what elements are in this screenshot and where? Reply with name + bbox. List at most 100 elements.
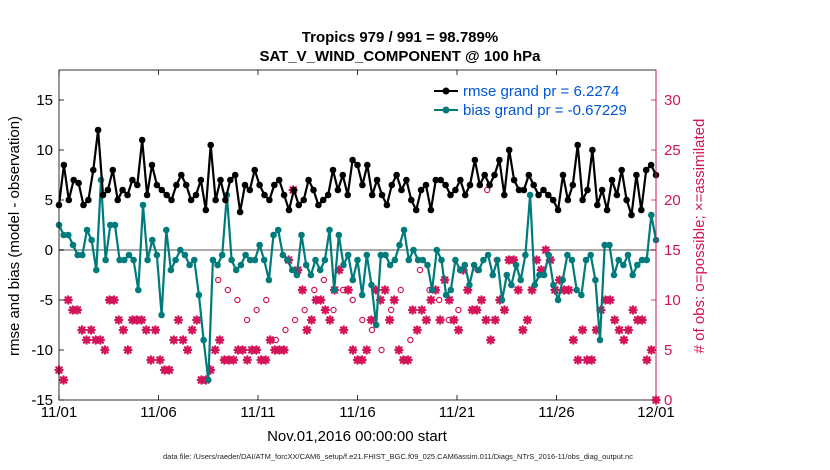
bias-point	[629, 271, 636, 279]
rmse-point	[241, 181, 249, 189]
bias-point	[312, 256, 319, 264]
bias-point	[391, 256, 399, 264]
bias-point	[564, 251, 571, 259]
bias-point	[163, 226, 170, 234]
rmse-point	[280, 191, 288, 199]
x-tick-label: 11/21	[439, 404, 475, 421]
rmse-point	[285, 206, 293, 214]
rmse-point	[192, 191, 200, 199]
bias-point	[424, 261, 431, 269]
rmse-point	[403, 176, 410, 184]
bias-point	[195, 291, 203, 299]
rmse-point	[589, 146, 596, 154]
obs-possible-marker	[378, 346, 385, 354]
obs-assimilated-marker	[623, 325, 634, 335]
obs-assimilated-marker	[306, 315, 317, 325]
plot-area	[59, 70, 656, 400]
obs-possible-marker	[234, 296, 241, 304]
bias-point	[69, 241, 77, 249]
bias-point	[503, 271, 511, 279]
rmse-point	[246, 186, 254, 194]
rmse-point	[359, 181, 366, 189]
obs-assimilated-marker	[481, 315, 491, 325]
rmse-point	[187, 196, 195, 204]
obs-assimilated-marker	[81, 335, 92, 345]
obs-assimilated-marker	[242, 355, 252, 365]
bias-point	[167, 266, 175, 274]
obs-assimilated-marker	[325, 315, 335, 325]
rmse-point	[75, 179, 82, 187]
bias-point	[405, 256, 413, 264]
bias-point	[293, 271, 301, 279]
rmse-point	[501, 191, 508, 199]
obs-assimilated-marker	[499, 305, 510, 315]
legend-box	[430, 80, 648, 120]
bias-point	[447, 286, 455, 294]
rmse-point	[275, 176, 283, 184]
bias-point	[246, 256, 254, 264]
rmse-point	[114, 196, 121, 204]
obs-assimilated-marker	[527, 285, 537, 295]
bias-point	[228, 256, 235, 264]
rmse-point	[236, 208, 244, 216]
bias-point	[372, 321, 380, 329]
y-right-tick-label: 0	[664, 392, 672, 409]
bias-point	[410, 246, 417, 254]
bias-point	[153, 251, 161, 259]
rmse-point	[148, 161, 156, 169]
bias-point	[624, 251, 632, 259]
x-tick-label: 11/06	[140, 404, 176, 421]
rmse-point	[222, 196, 229, 204]
rmse-point	[628, 211, 635, 219]
obs-assimilated-marker	[609, 315, 620, 325]
rmse-point	[584, 186, 591, 194]
rmse-point	[271, 181, 278, 189]
bias-point	[186, 261, 193, 269]
bias-point	[218, 251, 226, 259]
rmse-point	[574, 141, 581, 149]
rmse-point	[520, 186, 528, 194]
obs-assimilated-marker	[513, 285, 523, 295]
rmse-point	[457, 176, 464, 184]
x-tick-label: 11/16	[339, 404, 375, 421]
bias-point	[214, 261, 221, 269]
bias-point	[466, 281, 473, 289]
obs-assimilated-marker	[187, 325, 197, 335]
bias-point	[540, 271, 548, 279]
bias-point	[125, 251, 133, 259]
legend: rmse grand pr = 6.2274 bias grand pr = -…	[430, 80, 648, 120]
bias-point	[559, 276, 566, 284]
bias-point	[79, 251, 86, 259]
bias-point	[522, 251, 529, 259]
bias-point	[648, 211, 655, 219]
bias-point	[340, 261, 347, 269]
obs-assimilated-marker	[522, 315, 533, 325]
obs-assimilated-marker	[155, 355, 165, 365]
rmse-point	[623, 196, 630, 204]
rmse-point	[510, 176, 518, 184]
rmse-point	[461, 191, 469, 199]
obs-assimilated-marker	[564, 285, 574, 295]
obs-assimilated-marker	[384, 315, 395, 325]
obs-assimilated-marker	[100, 345, 110, 355]
obs-assimilated-marker	[444, 295, 455, 305]
obs-assimilated-marker	[421, 315, 432, 325]
rmse-point	[305, 176, 312, 184]
bias-point	[144, 256, 151, 264]
rmse-point	[70, 176, 77, 184]
rmse-point	[598, 186, 606, 194]
obs-possible-marker	[445, 316, 452, 324]
bias-point	[284, 256, 291, 264]
rmse-point	[535, 191, 542, 199]
obs-assimilated-marker	[435, 315, 445, 325]
rmse-point	[251, 166, 258, 174]
obs-assimilated-marker	[577, 325, 588, 335]
rmse-point	[378, 191, 386, 199]
rmse-point	[540, 186, 547, 194]
obs-assimilated-marker	[169, 335, 179, 345]
bias-point	[643, 256, 650, 264]
bias-point	[316, 266, 324, 274]
rmse-point	[207, 141, 214, 149]
bias-point	[270, 231, 277, 239]
bias-point	[172, 256, 179, 264]
